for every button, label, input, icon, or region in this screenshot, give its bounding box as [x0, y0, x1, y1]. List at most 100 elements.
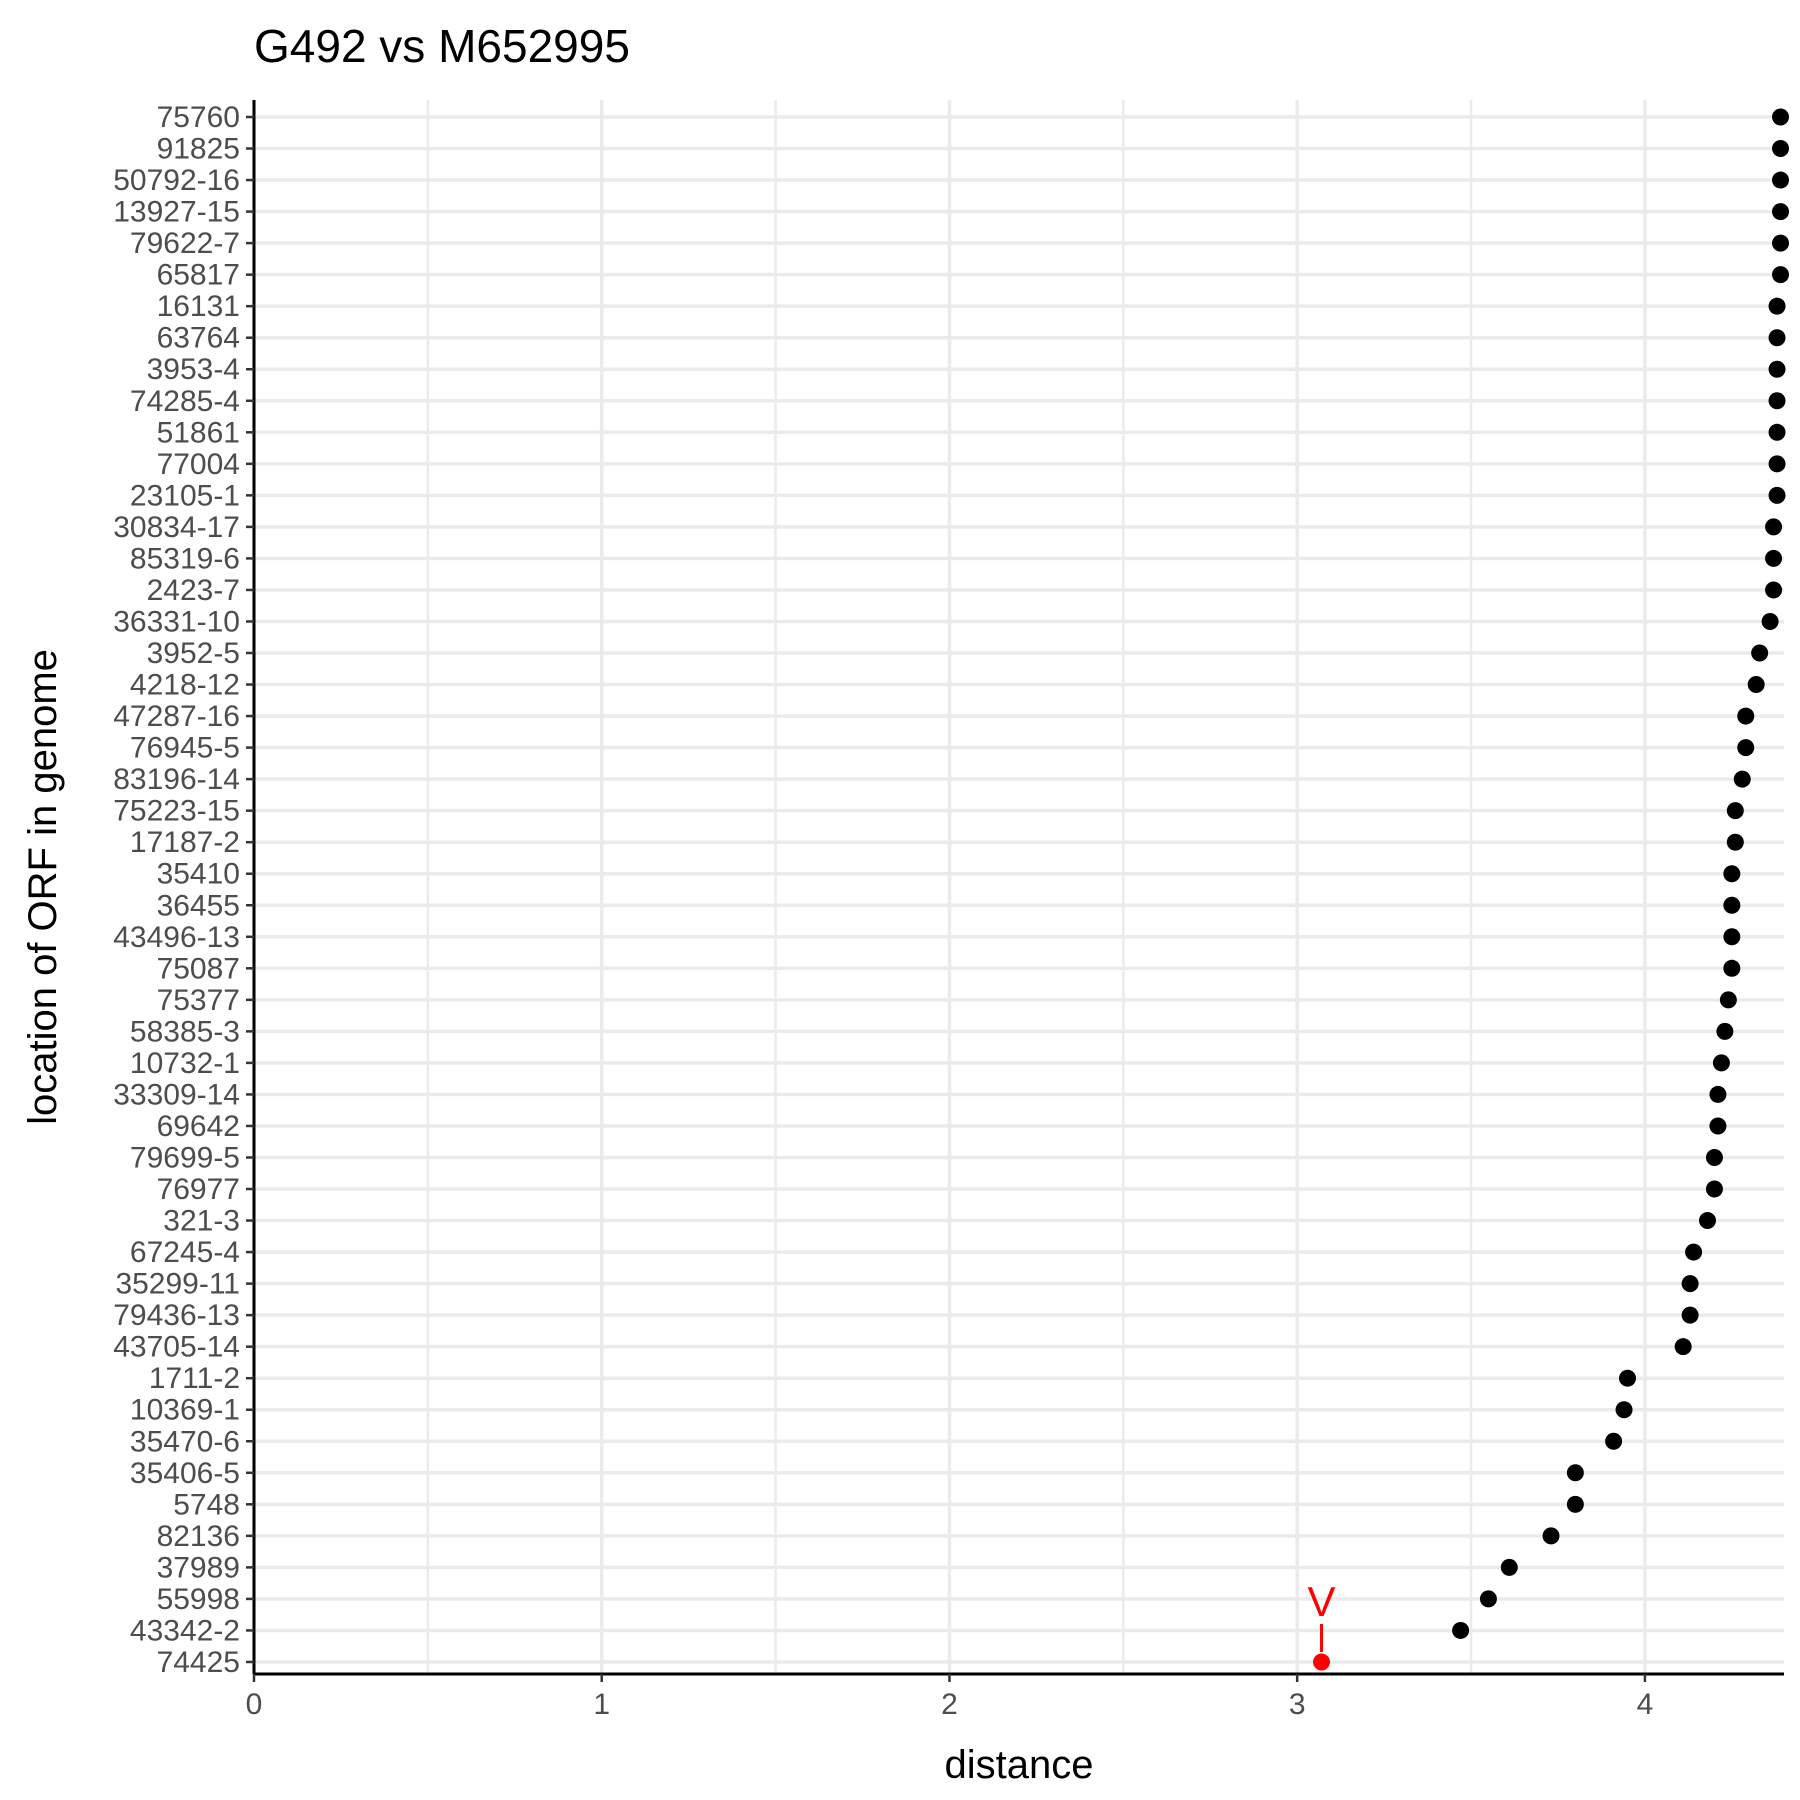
data-point	[1726, 802, 1744, 820]
y-tick-label: 74425	[157, 1646, 240, 1679]
y-tick-label: 79622-7	[130, 227, 240, 260]
data-point	[1716, 1022, 1734, 1040]
y-tick-label: 76977	[157, 1173, 240, 1206]
x-tick-label: 1	[593, 1688, 610, 1721]
data-point	[1765, 581, 1783, 599]
y-tick-label: 79436-13	[113, 1299, 240, 1332]
y-tick-label: 67245-4	[130, 1236, 240, 1269]
y-tick-label: 3953-4	[147, 353, 240, 386]
data-point	[1566, 1464, 1584, 1482]
data-point	[1765, 549, 1783, 567]
data-point	[1479, 1590, 1497, 1608]
data-point	[1772, 108, 1790, 126]
data-point	[1723, 928, 1741, 946]
y-tick-label: 2423-7	[147, 574, 240, 607]
data-point	[1452, 1621, 1470, 1639]
data-point	[1705, 1180, 1723, 1198]
data-point	[1619, 1369, 1637, 1387]
data-points	[1313, 108, 1790, 1671]
y-tick-label: 76945-5	[130, 732, 240, 765]
y-tick-label: 75760	[157, 101, 240, 134]
data-point	[1712, 1054, 1730, 1072]
y-tick-label: 13927-15	[113, 196, 240, 229]
data-point	[1705, 1148, 1723, 1166]
data-point	[1709, 1085, 1727, 1103]
y-tick-label: 10369-1	[130, 1394, 240, 1427]
y-tick-label: 35406-5	[130, 1457, 240, 1490]
y-tick-label: 82136	[157, 1520, 240, 1553]
data-point	[1681, 1306, 1699, 1324]
highlighted-point	[1313, 1653, 1331, 1671]
y-tick-label: 3952-5	[147, 637, 240, 670]
data-point	[1772, 266, 1790, 284]
highlight-label: V	[1308, 1578, 1336, 1625]
data-point	[1768, 392, 1786, 410]
y-tick-label: 43342-2	[130, 1614, 240, 1647]
y-tick-label: 75377	[157, 984, 240, 1017]
y-axis-title: location of ORF in genome	[21, 649, 65, 1125]
x-tick-label: 4	[1637, 1688, 1654, 1721]
y-tick-label: 79699-5	[130, 1141, 240, 1174]
data-point	[1723, 865, 1741, 883]
axes	[246, 100, 1784, 1682]
grid-lines	[252, 100, 1784, 1674]
y-tick-label: 69642	[157, 1110, 240, 1143]
y-tick-label: 58385-3	[130, 1015, 240, 1048]
data-point	[1674, 1338, 1692, 1356]
y-tick-label: 1711-2	[149, 1362, 240, 1395]
y-tick-label: 63764	[157, 322, 240, 355]
data-point	[1772, 234, 1790, 252]
data-point	[1719, 991, 1737, 1009]
data-point	[1768, 297, 1786, 315]
x-axis-title: distance	[945, 1743, 1094, 1787]
y-tick-label: 4218-12	[130, 669, 240, 702]
data-point	[1723, 896, 1741, 914]
data-point	[1685, 1243, 1703, 1261]
y-tick-label: 43496-13	[113, 921, 240, 954]
y-tick-label: 33309-14	[113, 1078, 240, 1111]
y-tick-label: 36455	[157, 889, 240, 922]
data-point	[1765, 518, 1783, 536]
data-point	[1761, 612, 1779, 630]
data-point	[1768, 360, 1786, 378]
y-tick-label: 17187-2	[130, 826, 240, 859]
data-point	[1747, 676, 1765, 694]
data-point	[1709, 1117, 1727, 1135]
x-tick-label: 0	[246, 1688, 263, 1721]
y-tick-label: 321-3	[163, 1205, 240, 1238]
x-tick-label: 3	[1289, 1688, 1306, 1721]
data-point	[1500, 1558, 1518, 1576]
data-point	[1751, 644, 1769, 662]
y-tick-label: 91825	[157, 133, 240, 166]
data-point	[1605, 1432, 1623, 1450]
data-point	[1772, 203, 1790, 221]
data-point	[1737, 707, 1755, 725]
y-tick-label: 83196-14	[113, 763, 240, 796]
y-tick-label: 35470-6	[130, 1425, 240, 1458]
y-tick-label: 55998	[157, 1583, 240, 1616]
y-tick-label: 75087	[157, 952, 240, 985]
y-tick-label: 65817	[157, 259, 240, 292]
data-point	[1615, 1401, 1633, 1419]
data-point	[1566, 1495, 1584, 1513]
x-tick-label: 2	[941, 1688, 958, 1721]
y-tick-label: 75223-15	[113, 795, 240, 828]
y-tick-label: 36331-10	[113, 605, 240, 638]
y-tick-label: 23105-1	[130, 479, 240, 512]
y-tick-label: 43705-14	[113, 1331, 240, 1364]
y-tick-label: 77004	[157, 448, 240, 481]
y-tick-label: 50792-16	[113, 164, 240, 197]
data-point	[1768, 329, 1786, 347]
data-point	[1737, 739, 1755, 757]
annotations: V	[1308, 1578, 1336, 1652]
y-tick-label: 35410	[157, 858, 240, 891]
data-point	[1768, 486, 1786, 504]
y-tick-label: 37989	[157, 1551, 240, 1584]
data-point	[1768, 455, 1786, 473]
y-tick-label: 10732-1	[130, 1047, 240, 1080]
data-point	[1726, 833, 1744, 851]
y-tick-label: 47287-16	[113, 700, 240, 733]
data-point	[1733, 770, 1751, 788]
y-tick-label: 5748	[173, 1488, 240, 1521]
